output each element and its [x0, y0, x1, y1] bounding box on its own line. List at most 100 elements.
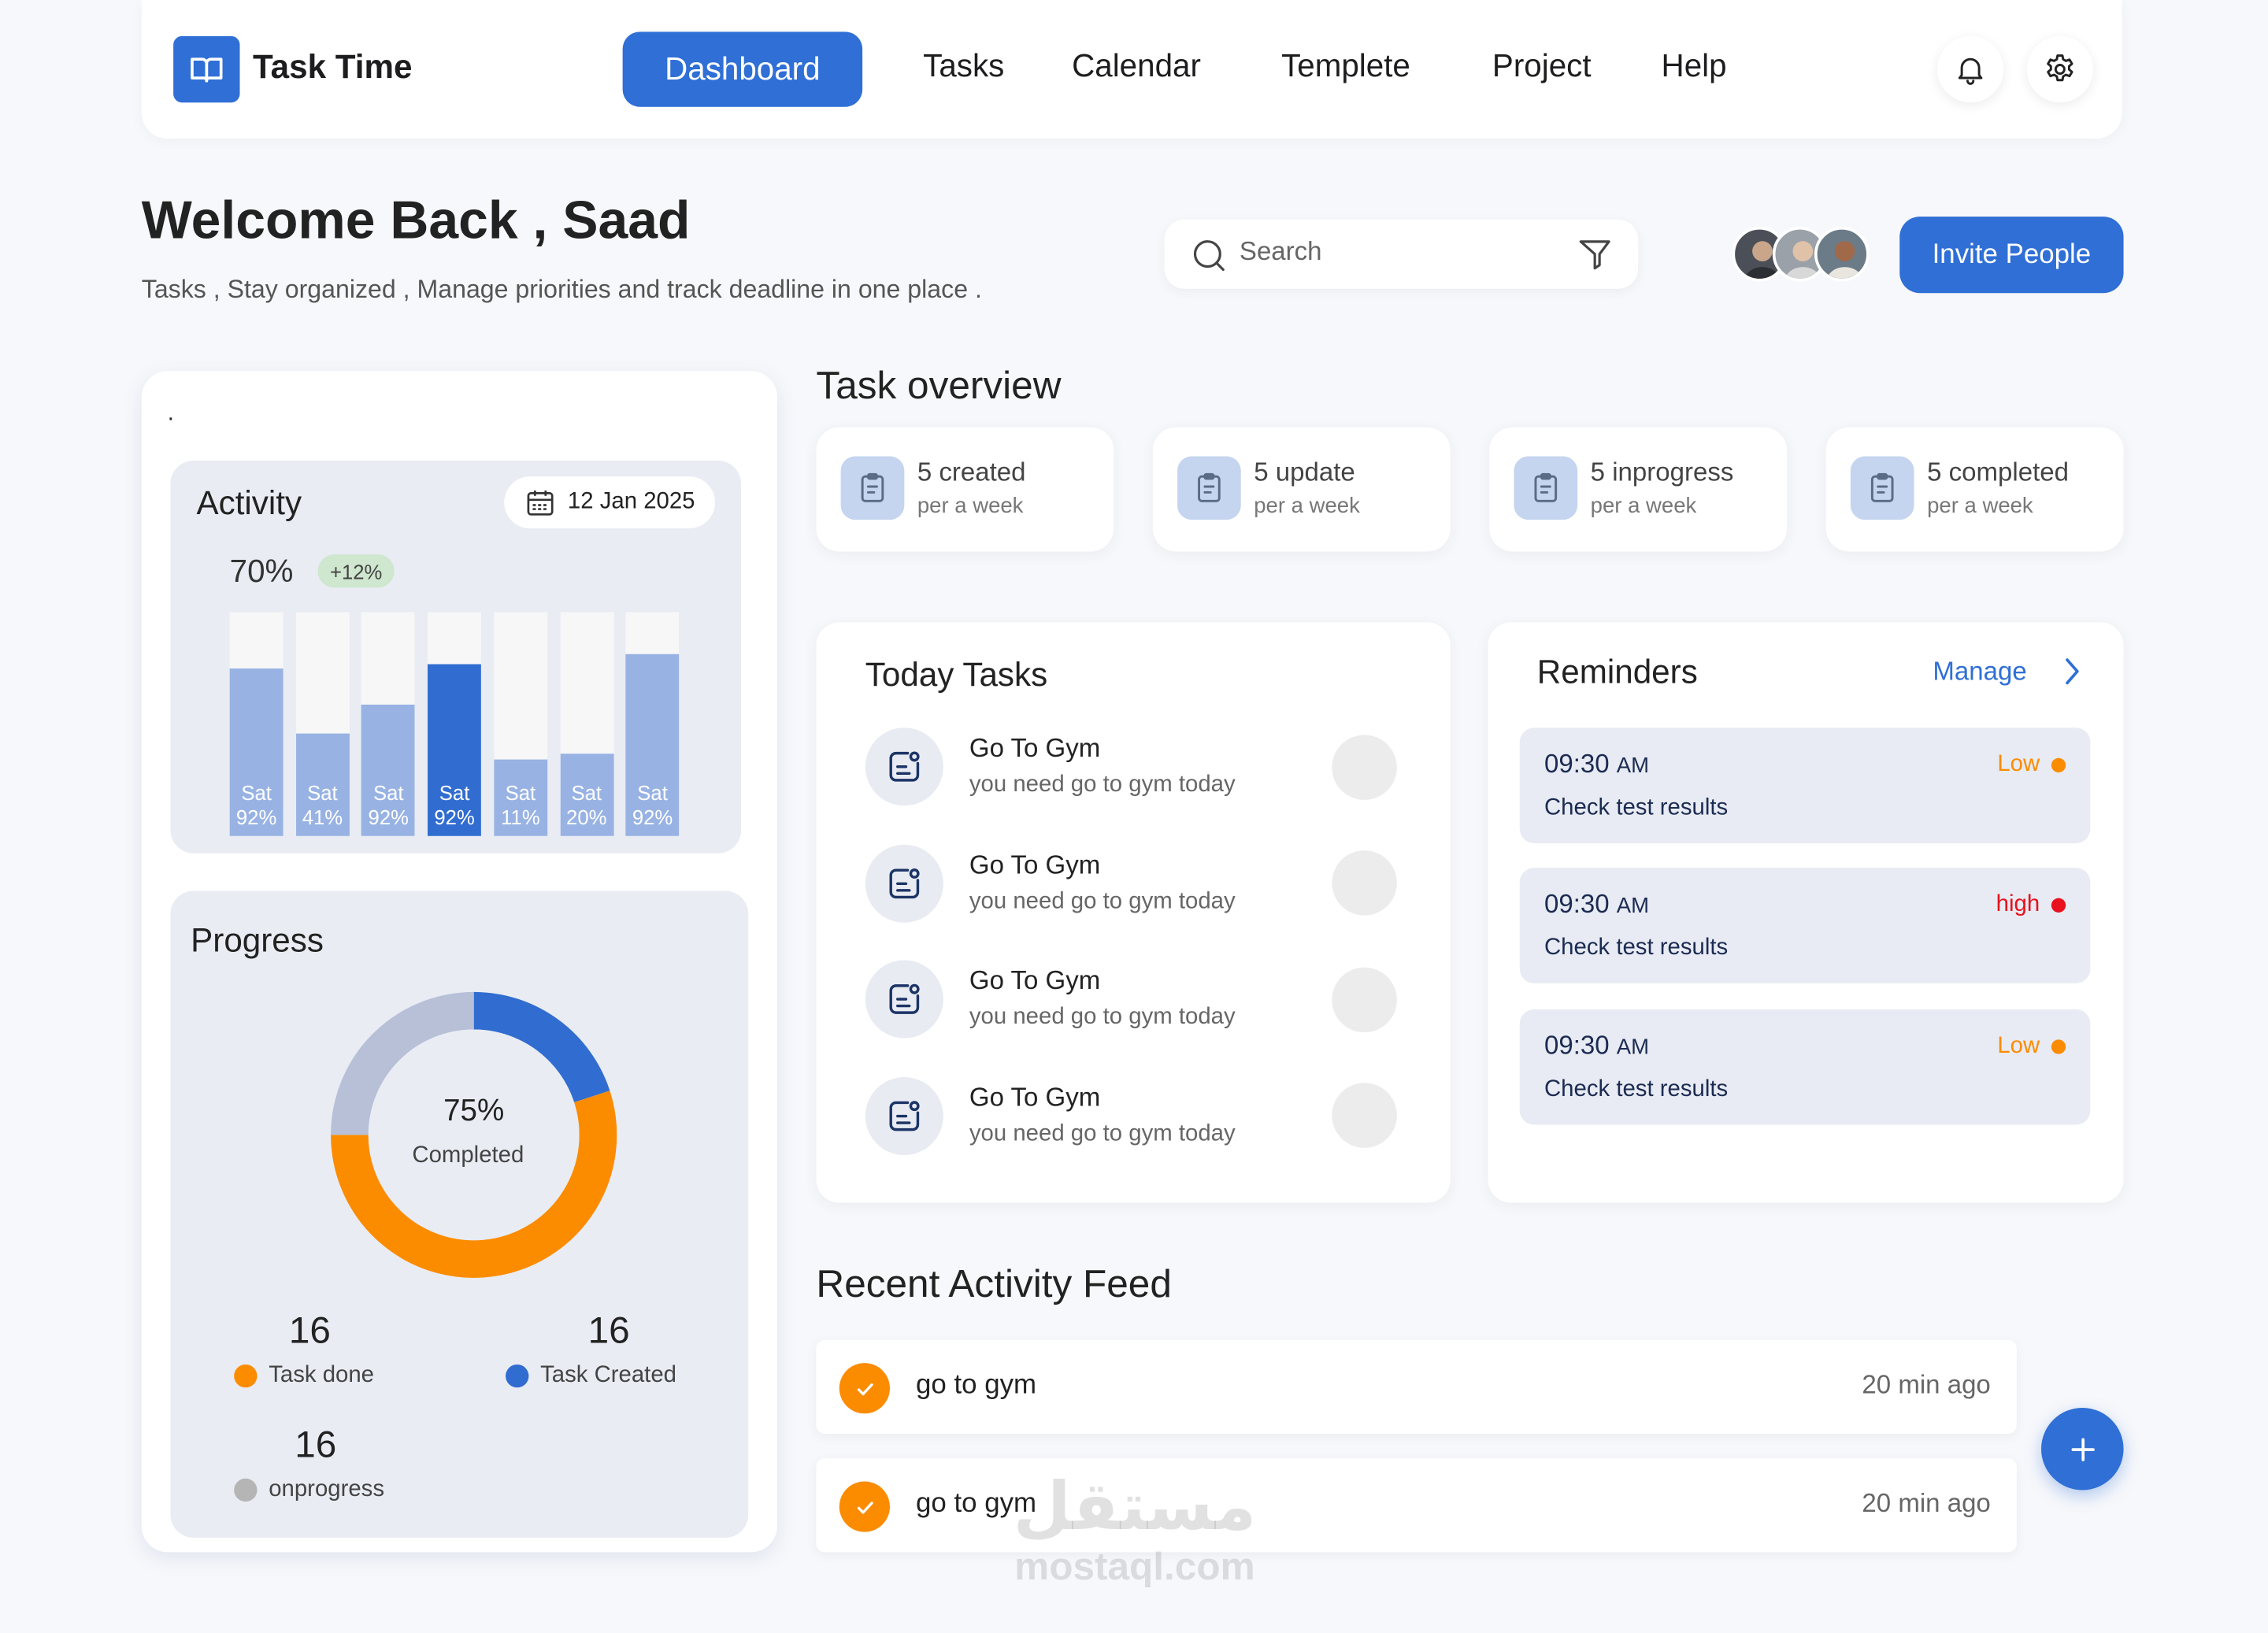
donut-segment-orange [331, 1091, 617, 1278]
date-label: 12 Jan 2025 [567, 489, 695, 514]
stat-label: onprogress [234, 1477, 384, 1503]
activity-bar[interactable]: Sat 20% [559, 612, 613, 836]
feed-text: go to gym [916, 1370, 1037, 1401]
settings-button[interactable] [2026, 35, 2094, 103]
note-icon [889, 1101, 920, 1131]
note-icon [889, 751, 920, 782]
reminder-time: 09:30 AM [1544, 1031, 1650, 1061]
overview-value: 5 completed [1927, 457, 2069, 487]
overview-period: per a week [917, 494, 1024, 519]
nav-dashboard[interactable]: Dashboard [622, 31, 863, 107]
reminders-title: Reminders [1536, 652, 1698, 691]
add-button[interactable] [2041, 1407, 2124, 1490]
avatar[interactable] [1732, 226, 1788, 282]
activity-bar[interactable]: Sat 92% [625, 612, 680, 836]
activity-percent: 70% [229, 553, 294, 590]
legend-dot [234, 1364, 258, 1388]
stat-value: 16 [587, 1308, 630, 1352]
check-icon [839, 1363, 890, 1414]
donut-center [368, 1029, 580, 1241]
feed-item[interactable]: go to gym 20 min ago [816, 1458, 2017, 1553]
notifications-button[interactable] [1936, 35, 2004, 103]
clipboard-icon [1850, 456, 1914, 520]
stat-label-text: Task Created [540, 1363, 676, 1388]
feed-title: Recent Activity Feed [816, 1261, 1172, 1305]
logo[interactable] [173, 35, 240, 103]
stat-label-text: Task done [269, 1363, 374, 1388]
task-complete-toggle[interactable] [1332, 850, 1397, 916]
task-title: Go To Gym [969, 850, 1101, 879]
manage-link[interactable]: Manage [1933, 657, 2027, 687]
avatar[interactable] [1772, 226, 1828, 282]
bar-value: 92% [632, 805, 673, 829]
invite-people-button[interactable]: Invite People [1899, 217, 2124, 294]
bar-day: Sat [637, 781, 668, 805]
date-picker[interactable]: 12 Jan 2025 [504, 476, 716, 529]
priority-dot [2051, 1039, 2066, 1054]
activity-bar-fill: Sat 11% [493, 760, 547, 836]
overview-value: 5 created [917, 457, 1026, 487]
search-input[interactable] [1239, 236, 1558, 268]
reminder-text: Check test results [1544, 795, 1729, 820]
activity-bar[interactable]: Sat 11% [493, 612, 547, 836]
reminder-time: 09:30 AM [1544, 889, 1650, 919]
activity-bar-label: Sat 20% [560, 781, 613, 830]
nav-project[interactable]: Project [1492, 47, 1592, 84]
activity-bar-label: Sat 92% [230, 781, 284, 830]
search-box[interactable] [1164, 219, 1639, 289]
reminder-item[interactable]: 09:30 AM Check test results Low [1519, 1009, 2091, 1125]
bar-value: 92% [368, 805, 409, 829]
plus-icon [2070, 1437, 2094, 1461]
feed-item[interactable]: go to gym 20 min ago [816, 1339, 2017, 1434]
overview-card-created[interactable]: 5 created per a week [816, 427, 1114, 552]
clipboard-icon [1177, 456, 1241, 520]
overview-card-completed[interactable]: 5 completed per a week [1825, 427, 2124, 552]
priority-dot [2051, 757, 2066, 773]
activity-bar[interactable]: Sat 41% [295, 612, 350, 836]
bar-day: Sat [307, 781, 338, 805]
progress-title: Progress [191, 920, 324, 959]
bar-day: Sat [372, 781, 404, 805]
task-icon [865, 844, 943, 923]
activity-bar[interactable]: Sat 92% [361, 612, 416, 836]
reminder-item[interactable]: 09:30 AM Check test results Low [1519, 728, 2091, 843]
activity-bar[interactable]: Sat 92% [428, 612, 482, 836]
task-title: Go To Gym [969, 1083, 1101, 1113]
chevron-right-icon[interactable] [2057, 656, 2086, 687]
bar-day: Sat [241, 781, 272, 805]
reminder-item[interactable]: 09:30 AM Check test results high [1519, 868, 2091, 983]
priority-badge: high [1996, 892, 2066, 918]
task-complete-toggle[interactable] [1332, 1083, 1397, 1148]
stat-label-text: onprogress [269, 1476, 385, 1502]
bar-day: Sat [571, 781, 602, 805]
task-icon [865, 728, 943, 806]
overview-card-inprogress[interactable]: 5 inprogress per a week [1489, 427, 1788, 552]
nav-templete[interactable]: Templete [1281, 47, 1410, 84]
activity-title: Activity [196, 483, 302, 522]
nav-calendar[interactable]: Calendar [1072, 47, 1201, 84]
task-icon [865, 1077, 943, 1156]
note-icon [889, 868, 920, 899]
task-complete-toggle[interactable] [1332, 967, 1397, 1033]
nav-help[interactable]: Help [1661, 47, 1727, 84]
search-icon [1193, 240, 1225, 272]
activity-bar-label: Sat 11% [494, 781, 547, 830]
bar-value: 92% [235, 805, 277, 829]
task-description: you need go to gym today [969, 889, 1236, 914]
reminder-time: 09:30 AM [1544, 749, 1650, 779]
clipboard-icon [840, 456, 905, 520]
panel-dot: . [167, 401, 174, 426]
donut-segment-blue [473, 991, 610, 1103]
filter-icon[interactable] [1576, 235, 1614, 273]
page-subtitle: Tasks , Stay organized , Manage prioriti… [141, 274, 982, 304]
gear-icon [2047, 54, 2073, 82]
task-description: you need go to gym today [969, 1121, 1236, 1147]
legend-dot [506, 1364, 529, 1388]
avatar[interactable] [1814, 226, 1870, 282]
reminder-text: Check test results [1544, 935, 1729, 961]
task-complete-toggle[interactable] [1332, 735, 1397, 800]
nav-tasks[interactable]: Tasks [923, 47, 1005, 84]
overview-period: per a week [1590, 494, 1697, 519]
overview-card-update[interactable]: 5 update per a week [1152, 427, 1451, 552]
activity-bar[interactable]: Sat 92% [229, 612, 284, 836]
